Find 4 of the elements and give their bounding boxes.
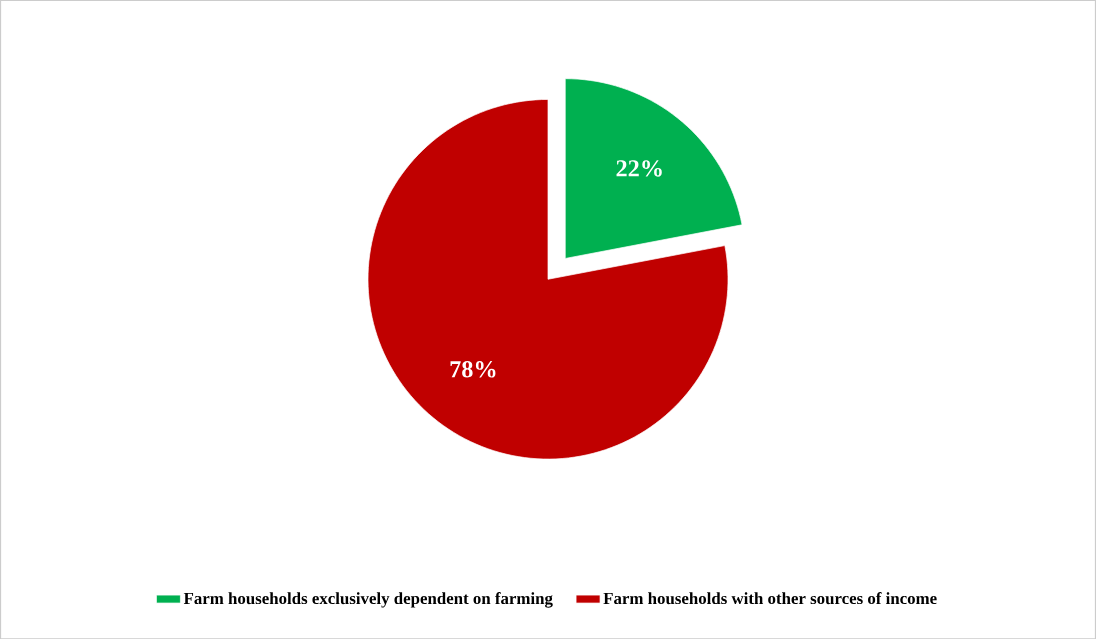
data-label: 78%: [450, 360, 496, 378]
legend-label: Farm households with other sources of income: [603, 591, 937, 604]
legend-label: Farm households exclusively dependent on farming: [183, 591, 553, 608]
data-label: 22%: [616, 159, 662, 177]
